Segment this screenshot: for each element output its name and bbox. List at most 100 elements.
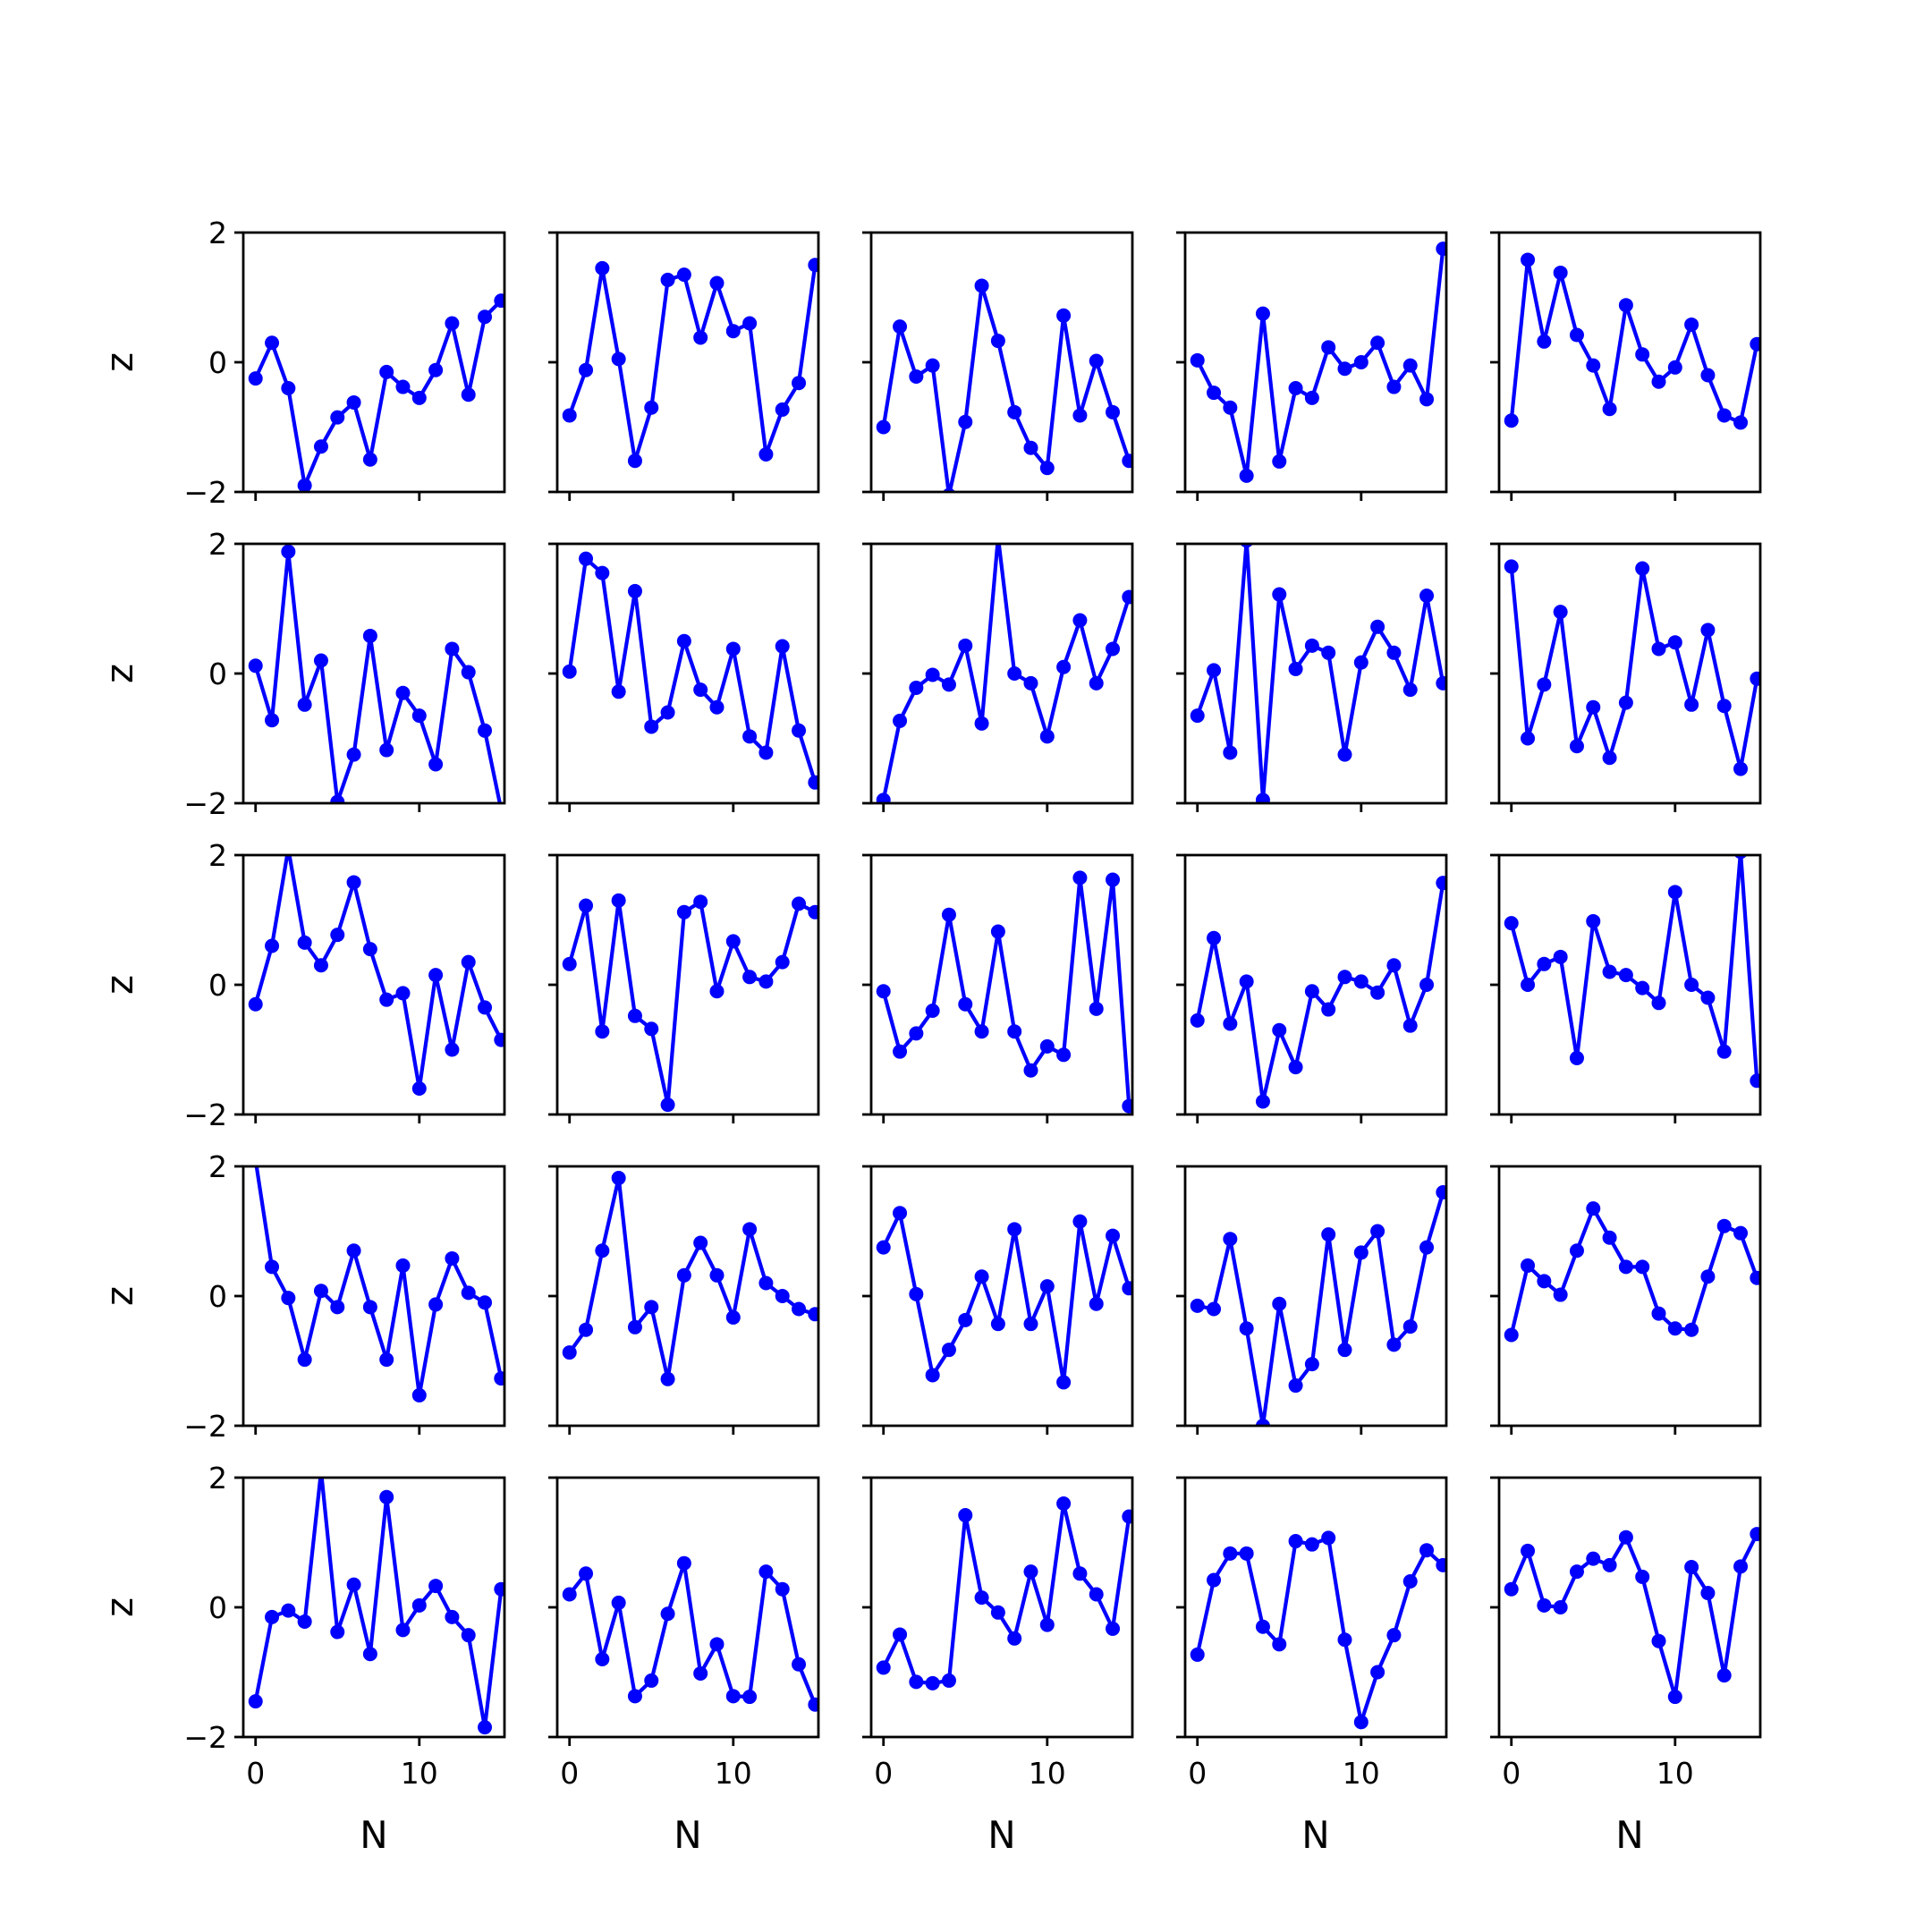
data-point (1272, 1637, 1287, 1652)
data-point (445, 1042, 460, 1057)
data-point (1223, 1016, 1238, 1031)
data-point (1288, 661, 1303, 676)
data-point (1651, 996, 1666, 1011)
data-point (792, 896, 807, 911)
x-tick-label: 10 (1029, 1756, 1066, 1791)
x-tick-label: 10 (1343, 1756, 1380, 1791)
data-point (248, 658, 263, 674)
subplot-r1-c3 (862, 231, 1134, 501)
data-point (1436, 242, 1446, 257)
data-point (941, 677, 956, 692)
data-point (925, 358, 940, 373)
data-point (1056, 308, 1072, 323)
data-point (808, 1697, 818, 1712)
data-point (428, 968, 444, 983)
data-point (318, 1478, 325, 1479)
data-point (1272, 1296, 1287, 1311)
subplot-r3-c5 (1490, 853, 1762, 1123)
data-point (676, 267, 691, 283)
data-point (1651, 1306, 1666, 1321)
axes-frame (555, 1476, 820, 1739)
data-point (1635, 980, 1650, 996)
series-line (567, 1561, 818, 1707)
data-point (742, 970, 758, 985)
y-tick-label: 2 (208, 1149, 227, 1184)
subplot-r5-c4: 0 10 N (1176, 1476, 1448, 1857)
data-point (478, 1000, 493, 1015)
data-point (1089, 1001, 1104, 1016)
data-point (265, 1259, 280, 1275)
data-point (611, 1171, 626, 1186)
data-point (1553, 1600, 1568, 1614)
data-point (461, 1628, 476, 1643)
data-point (1553, 605, 1568, 620)
data-point (1521, 1543, 1536, 1558)
subplot-r2-c2 (548, 542, 820, 812)
data-point (411, 1597, 427, 1613)
series-line (253, 299, 504, 487)
data-point (1190, 1013, 1205, 1028)
series-group (876, 278, 1132, 492)
series-line (881, 1211, 1131, 1385)
x-axis-label: N (987, 1813, 1015, 1857)
data-point (876, 792, 891, 803)
data-point (562, 956, 577, 971)
axes-frame (1183, 1165, 1448, 1428)
data-point (346, 394, 361, 410)
data-point (297, 1352, 312, 1368)
series-group (1190, 1185, 1446, 1426)
data-point (1122, 1281, 1132, 1296)
subplot-r3-c3 (862, 853, 1134, 1123)
data-point (1700, 1269, 1716, 1284)
data-point (1602, 1230, 1617, 1245)
data-point (362, 628, 377, 643)
data-point (644, 400, 659, 415)
data-point (1023, 675, 1038, 691)
data-point (1072, 870, 1088, 886)
data-point (876, 1240, 891, 1255)
data-point (1504, 413, 1519, 428)
data-point (330, 1624, 345, 1640)
data-point (595, 565, 610, 580)
data-point (595, 1652, 610, 1666)
data-point (1089, 1587, 1104, 1602)
data-point (579, 1322, 594, 1337)
data-point (579, 362, 594, 377)
data-point (248, 371, 263, 386)
data-point (1635, 1569, 1650, 1584)
data-point (660, 705, 675, 720)
data-point (990, 1317, 1005, 1332)
data-point (579, 898, 594, 913)
data-point (1504, 1581, 1519, 1597)
data-point (693, 1235, 708, 1250)
data-point (909, 1286, 924, 1301)
y-tick-label: 0 (208, 1590, 227, 1625)
data-point (1207, 1572, 1222, 1588)
series-group (248, 1478, 504, 1735)
data-point (1553, 1287, 1568, 1302)
series-group (1504, 559, 1760, 776)
series-line (253, 549, 502, 803)
data-point (1436, 675, 1446, 691)
data-point (395, 986, 411, 1001)
axes-frame (1497, 853, 1762, 1116)
data-point (265, 335, 280, 351)
subplot-r4-c5 (1490, 1165, 1762, 1435)
series-line (1195, 1190, 1445, 1426)
data-point (297, 697, 312, 712)
x-tick-label: 0 (1502, 1756, 1521, 1791)
data-point (1602, 964, 1617, 979)
data-point (1521, 252, 1536, 267)
data-point (379, 1489, 394, 1504)
data-point (990, 924, 1005, 939)
x-tick-label: 0 (560, 1756, 579, 1791)
data-point (346, 1577, 361, 1592)
data-point (693, 682, 708, 698)
data-point (1190, 1298, 1205, 1313)
data-point (1370, 985, 1385, 1000)
data-point (1569, 739, 1584, 754)
data-point (284, 855, 292, 856)
data-point (693, 894, 708, 910)
data-point (1370, 1224, 1385, 1239)
data-point (742, 316, 758, 331)
